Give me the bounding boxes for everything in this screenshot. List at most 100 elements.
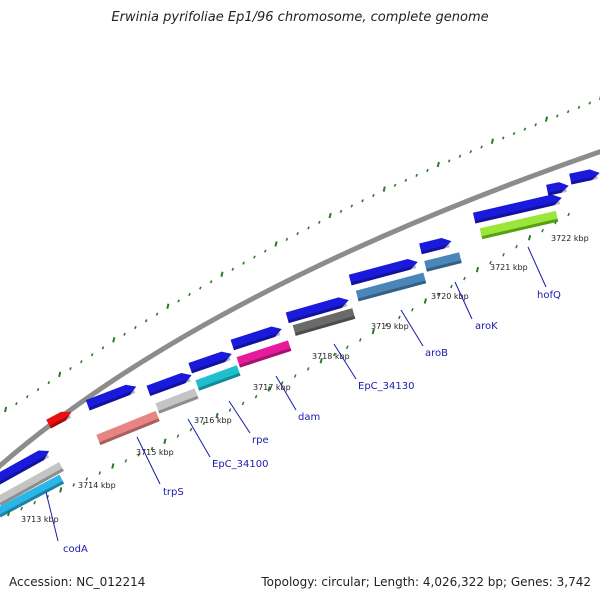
tick-mark bbox=[556, 114, 559, 118]
tick-mark bbox=[350, 204, 354, 208]
scale-tick bbox=[411, 307, 414, 312]
tick-mark bbox=[447, 159, 451, 163]
gene-label: dam bbox=[298, 412, 320, 423]
tick-mark bbox=[25, 395, 29, 399]
tick-mark bbox=[415, 173, 419, 177]
label-connector bbox=[275, 375, 297, 411]
tick-mark bbox=[69, 367, 72, 371]
cds-arrow bbox=[285, 297, 349, 324]
tick-mark bbox=[231, 267, 235, 271]
label-connector bbox=[527, 246, 547, 288]
scale-tick bbox=[423, 298, 428, 304]
tick-mark bbox=[469, 150, 473, 154]
cds-arrow bbox=[85, 384, 137, 411]
tick-mark bbox=[307, 226, 310, 230]
tick-mark bbox=[361, 199, 364, 203]
scale-tick bbox=[137, 452, 141, 457]
gene-label: rpe bbox=[252, 435, 269, 446]
cds-arrow bbox=[546, 182, 569, 196]
label-connector bbox=[136, 436, 161, 485]
scale-tick bbox=[437, 292, 440, 297]
tick-mark bbox=[90, 353, 94, 357]
tick-mark bbox=[15, 402, 18, 406]
kbp-label: 3719 kbp bbox=[371, 322, 409, 331]
label-connector bbox=[333, 343, 357, 380]
scale-tick bbox=[567, 212, 570, 217]
tick-mark bbox=[318, 220, 321, 224]
gene-label: EpC_34130 bbox=[358, 381, 414, 392]
feature-labels: 3713 kbp 3714 kbp 3715 kbp 3716 kbp 3717 kbp… bbox=[21, 234, 589, 555]
tick-mark bbox=[512, 131, 516, 136]
gene-block bbox=[0, 474, 65, 518]
scale-tick bbox=[463, 276, 466, 281]
scale-tick bbox=[489, 260, 492, 265]
label-connector bbox=[228, 400, 251, 434]
tick-mark bbox=[490, 138, 494, 144]
gene-label: codA bbox=[63, 544, 88, 555]
scale-tick bbox=[541, 228, 544, 233]
tick-mark bbox=[436, 161, 440, 168]
tick-mark bbox=[263, 249, 267, 253]
cds-arrow bbox=[419, 237, 452, 255]
tick-mark bbox=[123, 332, 126, 336]
gene-block bbox=[355, 272, 427, 302]
scale-tick bbox=[502, 252, 505, 257]
outer-tick-marks bbox=[4, 95, 600, 413]
scale-tick bbox=[124, 459, 128, 463]
tick-mark bbox=[382, 186, 386, 192]
scale-tick bbox=[515, 244, 518, 249]
gene-label: aroB bbox=[425, 348, 448, 359]
gene-block bbox=[195, 365, 241, 391]
topology-text: Topology: circular; Length: 4,026,322 bp… bbox=[261, 575, 591, 589]
cds-arrow bbox=[348, 258, 418, 286]
scale-tick bbox=[475, 266, 480, 273]
label-connector bbox=[187, 418, 211, 458]
tick-mark bbox=[328, 212, 332, 219]
tick-mark bbox=[177, 299, 181, 303]
kbp-label: 3717 kbp bbox=[253, 383, 291, 392]
gene-block bbox=[424, 252, 462, 272]
scale-tick bbox=[398, 315, 401, 320]
gene-label: aroK bbox=[475, 321, 498, 332]
scale-tick bbox=[72, 483, 76, 487]
kbp-label: 3722 kbp bbox=[551, 234, 589, 243]
kbp-label: 3713 kbp bbox=[21, 515, 59, 524]
tick-mark bbox=[534, 123, 538, 127]
tick-mark bbox=[144, 319, 148, 323]
tick-mark bbox=[566, 110, 570, 114]
tick-mark bbox=[393, 183, 397, 187]
scale-tick bbox=[20, 506, 24, 511]
label-connector bbox=[45, 491, 59, 542]
gene-block bbox=[479, 210, 559, 240]
gene-block bbox=[96, 410, 160, 446]
highlight-feature bbox=[46, 411, 72, 429]
scale-tick bbox=[163, 438, 167, 445]
tick-mark bbox=[501, 136, 505, 140]
scale-tick bbox=[189, 427, 193, 432]
tick-mark bbox=[577, 105, 581, 109]
scale-tick bbox=[280, 381, 284, 385]
gene-block bbox=[236, 340, 292, 368]
tick-mark bbox=[253, 255, 256, 259]
scale-tick bbox=[85, 477, 89, 481]
scale-tick bbox=[150, 446, 154, 451]
tick-mark bbox=[426, 168, 429, 173]
scale-tick bbox=[345, 345, 349, 350]
kbp-label: 3718 kbp bbox=[312, 352, 350, 361]
scale-tick bbox=[202, 421, 206, 425]
tick-mark bbox=[242, 261, 245, 265]
tick-mark bbox=[480, 145, 483, 149]
scale-tick bbox=[527, 234, 532, 241]
tick-mark bbox=[296, 231, 300, 236]
scale-tick bbox=[215, 412, 219, 419]
tick-mark bbox=[220, 271, 224, 277]
tick-mark bbox=[134, 325, 137, 330]
tick-mark bbox=[80, 360, 83, 364]
scale-tick bbox=[267, 386, 271, 392]
map-title: Erwinia pyrifoliae Ep1/96 chromosome, co… bbox=[111, 10, 489, 25]
scale-ticks bbox=[7, 212, 570, 517]
tick-mark bbox=[58, 371, 62, 378]
tick-mark bbox=[209, 280, 213, 284]
scale-tick bbox=[228, 408, 232, 412]
tick-mark bbox=[339, 209, 343, 213]
